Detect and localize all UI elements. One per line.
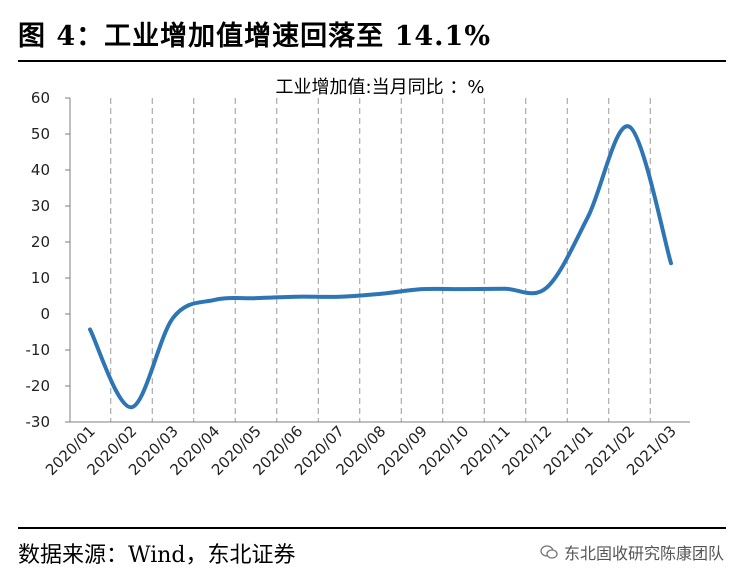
y-tick-label: 0 (40, 305, 50, 323)
data-point (586, 215, 590, 219)
y-tick-label: 50 (31, 125, 50, 143)
watermark: 东北固收研究陈康团队 (540, 540, 724, 564)
wechat-icon (540, 545, 558, 559)
y-tick-label: -30 (26, 413, 51, 431)
data-point (296, 295, 300, 299)
data-point (130, 405, 134, 409)
y-tick-label: -10 (26, 341, 51, 359)
data-point (503, 287, 507, 291)
data-point (462, 287, 466, 291)
series-line (88, 124, 673, 410)
data-point (337, 295, 341, 299)
y-tick-label: 20 (31, 233, 50, 251)
data-point (171, 316, 175, 320)
data-point (88, 327, 92, 331)
line-chart: 工业增加值:当月同比 ：% -30-20-1001020304050602020… (26, 77, 690, 479)
data-point (420, 287, 424, 291)
y-tick-label: 60 (31, 89, 50, 107)
figure-title: 图 4：工业增加值增速回落至 14.1% (18, 21, 492, 52)
data-point (213, 298, 217, 302)
grid-layer (110, 98, 651, 422)
y-tick-label: -20 (26, 377, 51, 395)
top-rule (18, 60, 726, 62)
axis-layer (65, 97, 690, 423)
y-tick-label: 30 (31, 197, 50, 215)
chart-title: 工业增加值:当月同比 ：% (276, 77, 485, 98)
series-layer (88, 124, 673, 410)
y-tick-label: 10 (31, 269, 50, 287)
data-point (545, 286, 549, 290)
source-note: 数据来源：Wind，东北证券 (18, 543, 296, 568)
data-point (254, 296, 258, 300)
data-point (379, 292, 383, 296)
data-point (669, 261, 673, 265)
watermark-text: 东北固收研究陈康团队 (563, 544, 724, 563)
data-point (628, 125, 632, 129)
y-tick-label: 40 (31, 161, 50, 179)
label-layer: -30-20-1001020304050602020/012020/022020… (26, 89, 680, 479)
bottom-rule (18, 527, 726, 529)
